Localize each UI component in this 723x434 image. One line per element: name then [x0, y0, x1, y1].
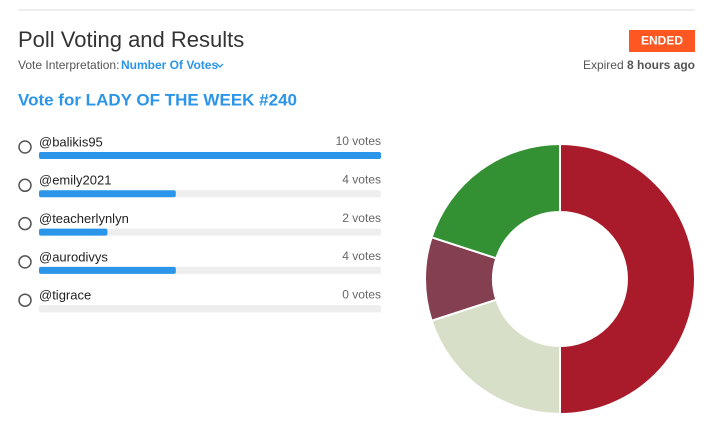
- interpretation-label: Vote Interpretation:: [18, 58, 119, 72]
- expired-time: 8 hours ago: [627, 58, 695, 72]
- vote-count: 4 votes: [342, 172, 381, 186]
- donut-slice: [430, 298, 561, 416]
- radio[interactable]: [18, 255, 32, 269]
- vote-count: 0 votes: [342, 287, 381, 301]
- option-name[interactable]: @emily2021: [39, 173, 111, 188]
- donut-slice: [430, 142, 561, 260]
- radio[interactable]: [18, 216, 32, 231]
- radio[interactable]: [18, 178, 32, 193]
- donut-slice: [559, 142, 696, 416]
- bar: [39, 190, 176, 198]
- expired-prefix: Expired: [583, 58, 624, 72]
- radio[interactable]: [18, 140, 32, 154]
- question: Vote for LADY OF THE WEEK #240: [18, 90, 297, 109]
- bar: [39, 228, 108, 236]
- expired: Expired 8 hours ago: [583, 58, 695, 72]
- option-name[interactable]: @aurodivys: [39, 249, 108, 264]
- option-name[interactable]: @tigrace: [39, 288, 91, 303]
- title: Poll Voting and Results: [18, 27, 244, 52]
- bar-track: [39, 228, 381, 236]
- option-name[interactable]: @teacherlynlyn: [39, 211, 129, 226]
- option-name[interactable]: @balikis95: [39, 134, 103, 149]
- bar: [39, 266, 176, 274]
- interpretation-value[interactable]: Number Of Votes: [121, 58, 218, 72]
- status-badge: [629, 30, 695, 52]
- vote-count: 10 votes: [336, 134, 381, 148]
- vote-count: 4 votes: [342, 249, 381, 263]
- vote-count: 2 votes: [342, 211, 381, 225]
- status: ENDED: [641, 34, 683, 48]
- chevron[interactable]: [216, 63, 224, 68]
- bar-track: [39, 305, 381, 313]
- radio[interactable]: [18, 293, 32, 307]
- bar: [39, 152, 381, 159]
